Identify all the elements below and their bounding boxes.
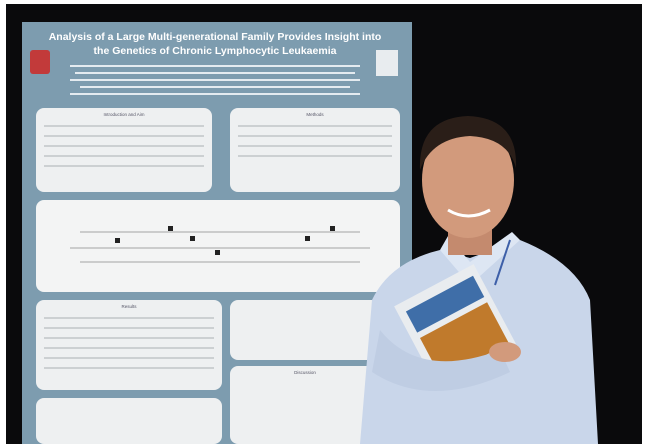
panel (230, 366, 380, 444)
section-heading: Introduction and Aim (103, 112, 144, 117)
panel (36, 300, 222, 390)
body-text (44, 125, 392, 369)
table-panel (36, 398, 222, 444)
lanyard (494, 239, 511, 286)
author-lines (70, 65, 360, 95)
folded-arm (372, 330, 510, 391)
panel (36, 108, 212, 192)
poster-title-line: Analysis of a Large Multi-generational F… (49, 31, 382, 43)
affected-symbol (190, 236, 195, 241)
affected-symbol (215, 250, 220, 255)
institute-logo (376, 50, 398, 76)
table-panel (230, 300, 388, 360)
section-heading: Discussion (294, 370, 316, 375)
university-crest (30, 50, 50, 74)
face (422, 122, 514, 238)
affected-symbol (330, 226, 335, 231)
pedigree-panel (36, 200, 400, 292)
poster: Analysis of a Large Multi-generational F… (22, 22, 412, 444)
panel (230, 108, 400, 192)
book-banner (405, 275, 485, 333)
person (360, 116, 598, 444)
section-heading: Results (121, 304, 137, 309)
poster-title-line: the Genetics of Chronic Lymphocytic Leuk… (94, 45, 337, 57)
pedigree-lines (70, 231, 370, 263)
smile (447, 208, 491, 218)
affected-symbol (115, 238, 120, 243)
affected-symbol (305, 236, 310, 241)
book-image (419, 302, 509, 379)
section-heading: Methods (306, 112, 324, 117)
pedigree-symbols (115, 226, 335, 255)
affected-symbol (168, 226, 173, 231)
hair (419, 116, 517, 170)
hand (489, 342, 521, 362)
